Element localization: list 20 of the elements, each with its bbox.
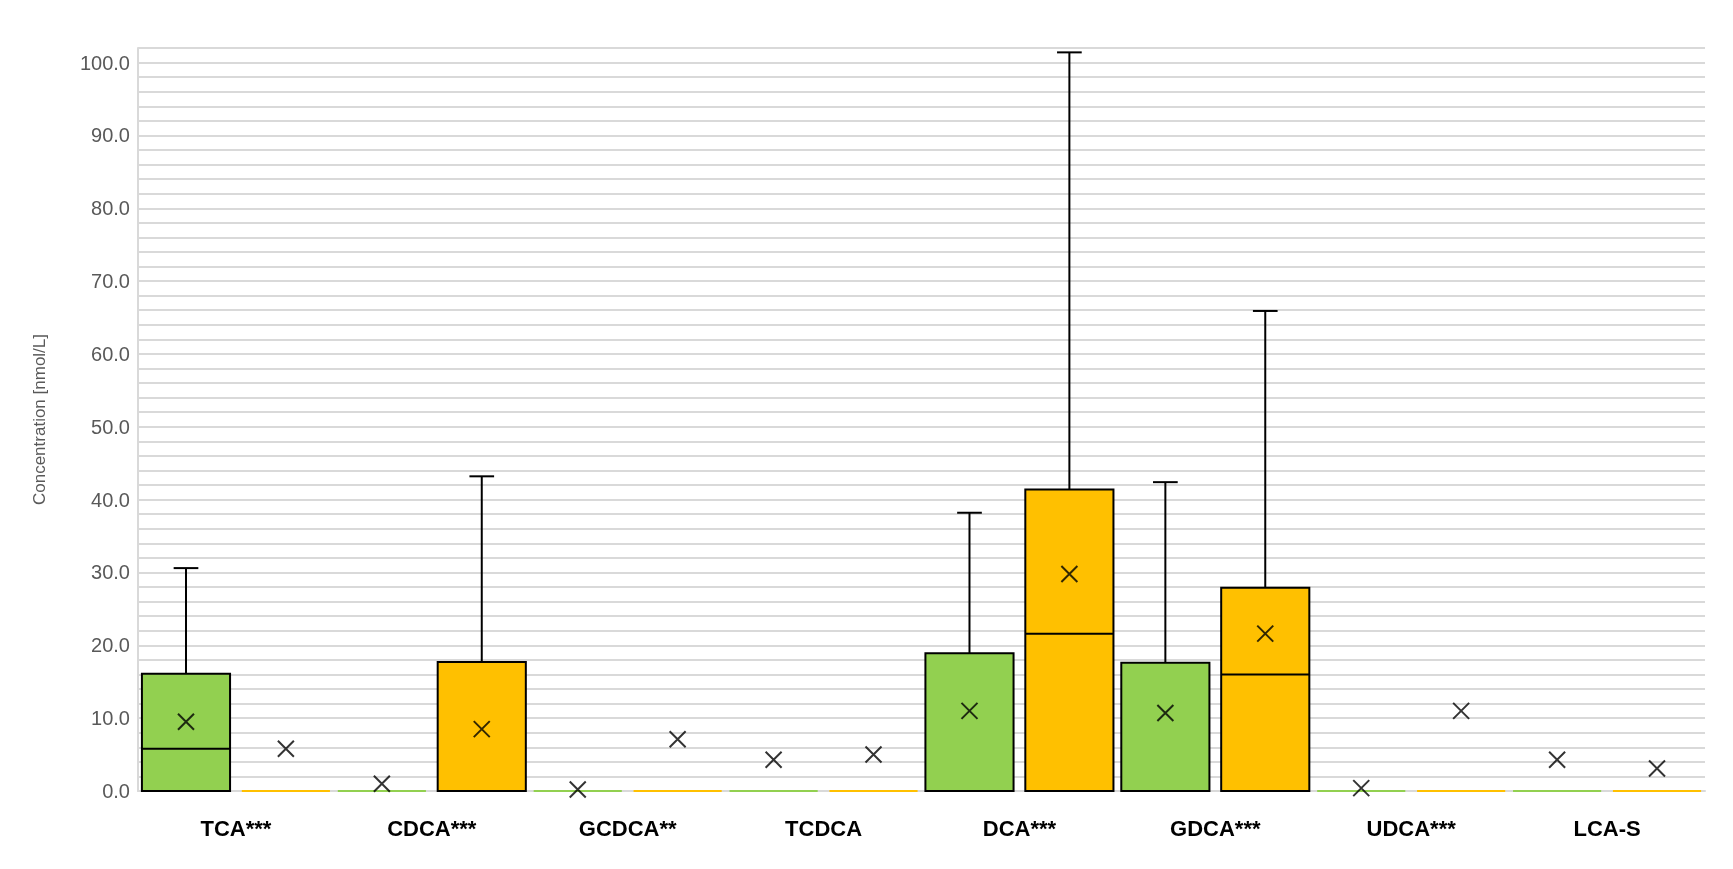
y-tick-label: 20.0 (91, 634, 130, 657)
x-tick-label: LCA-S (1573, 815, 1641, 841)
y-tick-label: 10.0 (91, 707, 130, 730)
y-tick-label: 30.0 (91, 561, 130, 584)
x-tick-label: TCDCA (785, 815, 863, 841)
y-tick-label: 80.0 (91, 197, 130, 220)
y-tick-label: 60.0 (91, 342, 130, 365)
x-tick-label: TCA*** (200, 815, 272, 841)
x-tick-label: DCA*** (982, 815, 1057, 841)
x-tick-label: CDCA*** (387, 815, 477, 841)
y-tick-label: 70.0 (91, 270, 130, 293)
y-tick-label: 100.0 (79, 51, 130, 74)
x-tick-label: UDCA*** (1366, 815, 1457, 841)
y-axis-title: Concentration [nmol/L] (30, 333, 49, 506)
y-tick-label: 40.0 (91, 488, 130, 511)
y-tick-label: 0.0 (102, 780, 130, 802)
y-tick-label: 90.0 (91, 124, 130, 147)
y-tick-label: 50.0 (91, 415, 130, 438)
x-tick-label: GDCA*** (1170, 815, 1261, 841)
x-tick-label: GCDCA** (578, 815, 678, 841)
